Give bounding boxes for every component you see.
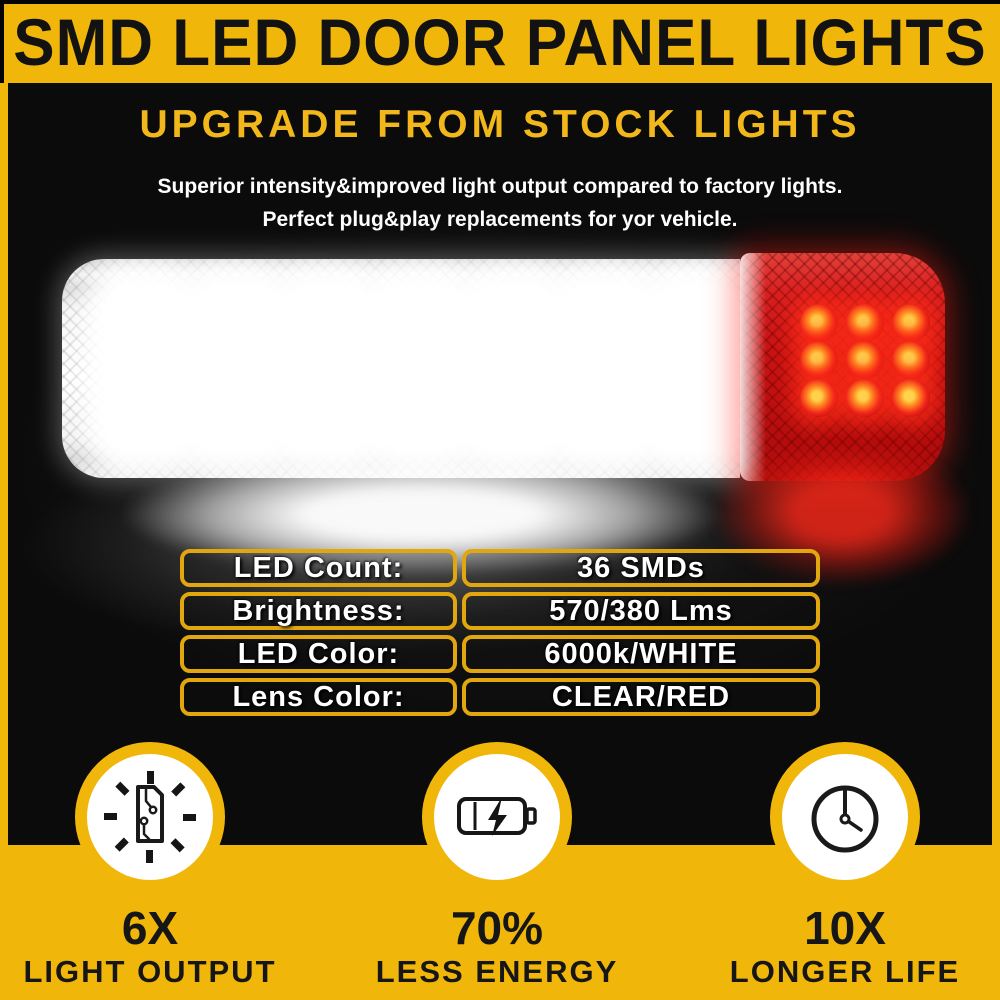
clear-lens-section bbox=[62, 259, 740, 478]
red-led-dot bbox=[800, 304, 838, 342]
red-light-glow bbox=[658, 449, 992, 659]
hero-subtitle-1: Superior intensity&improved light output… bbox=[157, 175, 843, 198]
feature-medallion bbox=[770, 742, 920, 892]
led-chip-icon bbox=[104, 771, 196, 863]
feature-medallion bbox=[422, 742, 572, 892]
feature-stat: 6X bbox=[121, 902, 179, 954]
left-edge-strip bbox=[0, 0, 4, 83]
spec-value: CLEAR/RED bbox=[462, 678, 820, 716]
spec-value: 570/380 Lms bbox=[462, 592, 820, 630]
white-led-segment bbox=[291, 287, 369, 449]
red-led-dot bbox=[846, 304, 884, 342]
clock-icon bbox=[811, 785, 879, 853]
hero-panel: UPGRADE FROM STOCK LIGHTS Superior inten… bbox=[8, 83, 992, 845]
white-led-segment bbox=[107, 287, 185, 449]
red-led-dot bbox=[800, 379, 838, 417]
white-led-segment bbox=[383, 287, 461, 449]
feature-less-energy: 70% LESS ENERGY bbox=[347, 742, 647, 990]
feature-label: LONGER LIFE bbox=[729, 954, 961, 989]
white-led-segment bbox=[567, 287, 645, 449]
spec-value: 6000k/WHITE bbox=[462, 635, 820, 673]
feature-stat: 70% bbox=[450, 902, 544, 954]
feature-light-output: 6X LIGHT OUTPUT bbox=[0, 742, 300, 990]
spec-table: LED Count: 36 SMDs Brightness: 570/380 L… bbox=[180, 549, 820, 716]
red-led-dot bbox=[800, 341, 838, 379]
feature-stat: 10X bbox=[804, 902, 886, 954]
red-led-dot bbox=[846, 341, 884, 379]
red-lens-highlight bbox=[740, 253, 766, 481]
hero-heading: UPGRADE FROM STOCK LIGHTS bbox=[139, 103, 861, 146]
hero-subtitle-2: Perfect plug&play replacements for yor v… bbox=[8, 208, 992, 232]
led-lightbar-photo bbox=[62, 253, 945, 481]
page-title: SMD LED DOOR PANEL LIGHTS bbox=[13, 6, 987, 81]
red-lens-section bbox=[740, 253, 945, 481]
top-edge-strip bbox=[0, 0, 1000, 4]
red-led-dot bbox=[892, 304, 930, 342]
spec-label: LED Count: bbox=[180, 549, 457, 587]
spec-label: LED Color: bbox=[180, 635, 457, 673]
spec-value: 36 SMDs bbox=[462, 549, 820, 587]
title-banner: SMD LED DOOR PANEL LIGHTS bbox=[4, 4, 996, 83]
feature-label: LESS ENERGY bbox=[375, 954, 619, 989]
feature-longer-life: 10X LONGER LIFE bbox=[695, 742, 995, 990]
spec-label: Lens Color: bbox=[180, 678, 457, 716]
white-led-segment bbox=[199, 287, 277, 449]
white-led-segment bbox=[659, 287, 737, 449]
spec-label: Brightness: bbox=[180, 592, 457, 630]
red-led-dot bbox=[846, 379, 884, 417]
white-led-segment bbox=[475, 287, 553, 449]
feature-medallion bbox=[75, 742, 225, 892]
feature-label: LIGHT OUTPUT bbox=[23, 954, 277, 989]
red-led-dot bbox=[892, 341, 930, 379]
battery-icon bbox=[457, 797, 537, 836]
red-led-dot bbox=[892, 379, 930, 417]
